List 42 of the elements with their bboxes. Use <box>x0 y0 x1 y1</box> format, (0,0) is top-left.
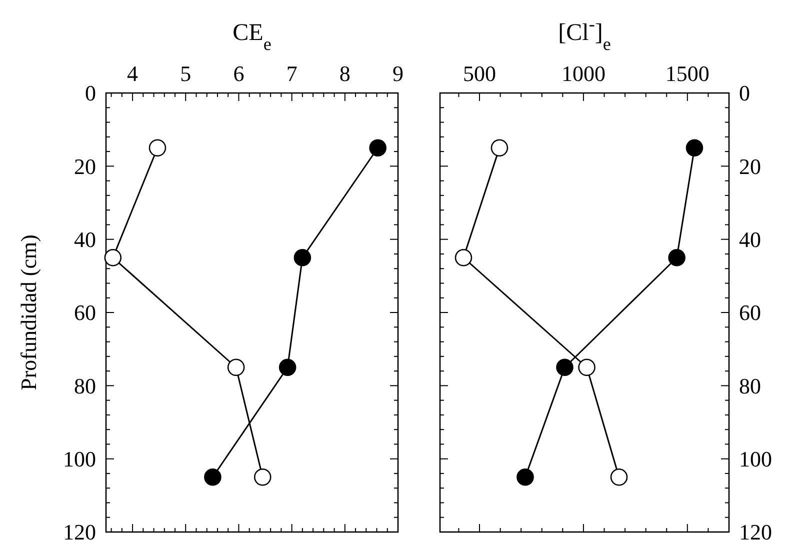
point <box>556 358 574 376</box>
point <box>578 358 596 376</box>
y-tick-label: 100 <box>63 446 96 472</box>
y-tick-label: 0 <box>85 80 96 106</box>
x-tick-label: 4 <box>127 61 138 86</box>
point <box>278 358 296 376</box>
y-tick-label: 40 <box>739 227 761 252</box>
y-tick-label: 40 <box>74 227 96 252</box>
y-tick-label: 120 <box>63 520 96 543</box>
point <box>610 468 628 486</box>
point <box>227 358 245 376</box>
point <box>104 248 122 266</box>
y-tick-label: 100 <box>739 446 772 472</box>
y-tick-label: 80 <box>739 373 761 398</box>
y-axis-title: Profundidad (cm) <box>16 234 41 390</box>
point <box>454 248 472 266</box>
x-axis-title: CE$_{e}$ <box>232 20 272 54</box>
point <box>204 468 222 486</box>
y-tick-label: 60 <box>74 300 96 326</box>
y-tick-label: 60 <box>739 300 761 326</box>
point <box>369 139 386 157</box>
point <box>294 248 312 266</box>
y-tick-label: 120 <box>739 520 772 543</box>
x-axis-title: [Cl$^{-}$]$_{e}$ <box>558 14 611 54</box>
point <box>148 139 166 157</box>
y-tick-label: 20 <box>739 154 761 179</box>
point <box>490 139 508 157</box>
x-tick-label: 1000 <box>561 61 606 86</box>
point <box>686 139 704 157</box>
x-tick-label: 500 <box>463 61 496 86</box>
x-tick-label: 5 <box>180 61 192 86</box>
x-tick-label: 8 <box>339 61 350 86</box>
x-tick-label: 6 <box>233 61 244 86</box>
point <box>254 468 272 486</box>
point <box>516 468 534 486</box>
x-tick-label: 1500 <box>665 61 710 86</box>
point <box>668 248 686 266</box>
y-tick-label: 20 <box>74 154 96 179</box>
y-tick-label: 0 <box>739 80 750 106</box>
y-tick-label: 80 <box>74 373 96 398</box>
x-tick-label: 9 <box>392 61 404 86</box>
x-tick-label: 7 <box>286 61 298 86</box>
